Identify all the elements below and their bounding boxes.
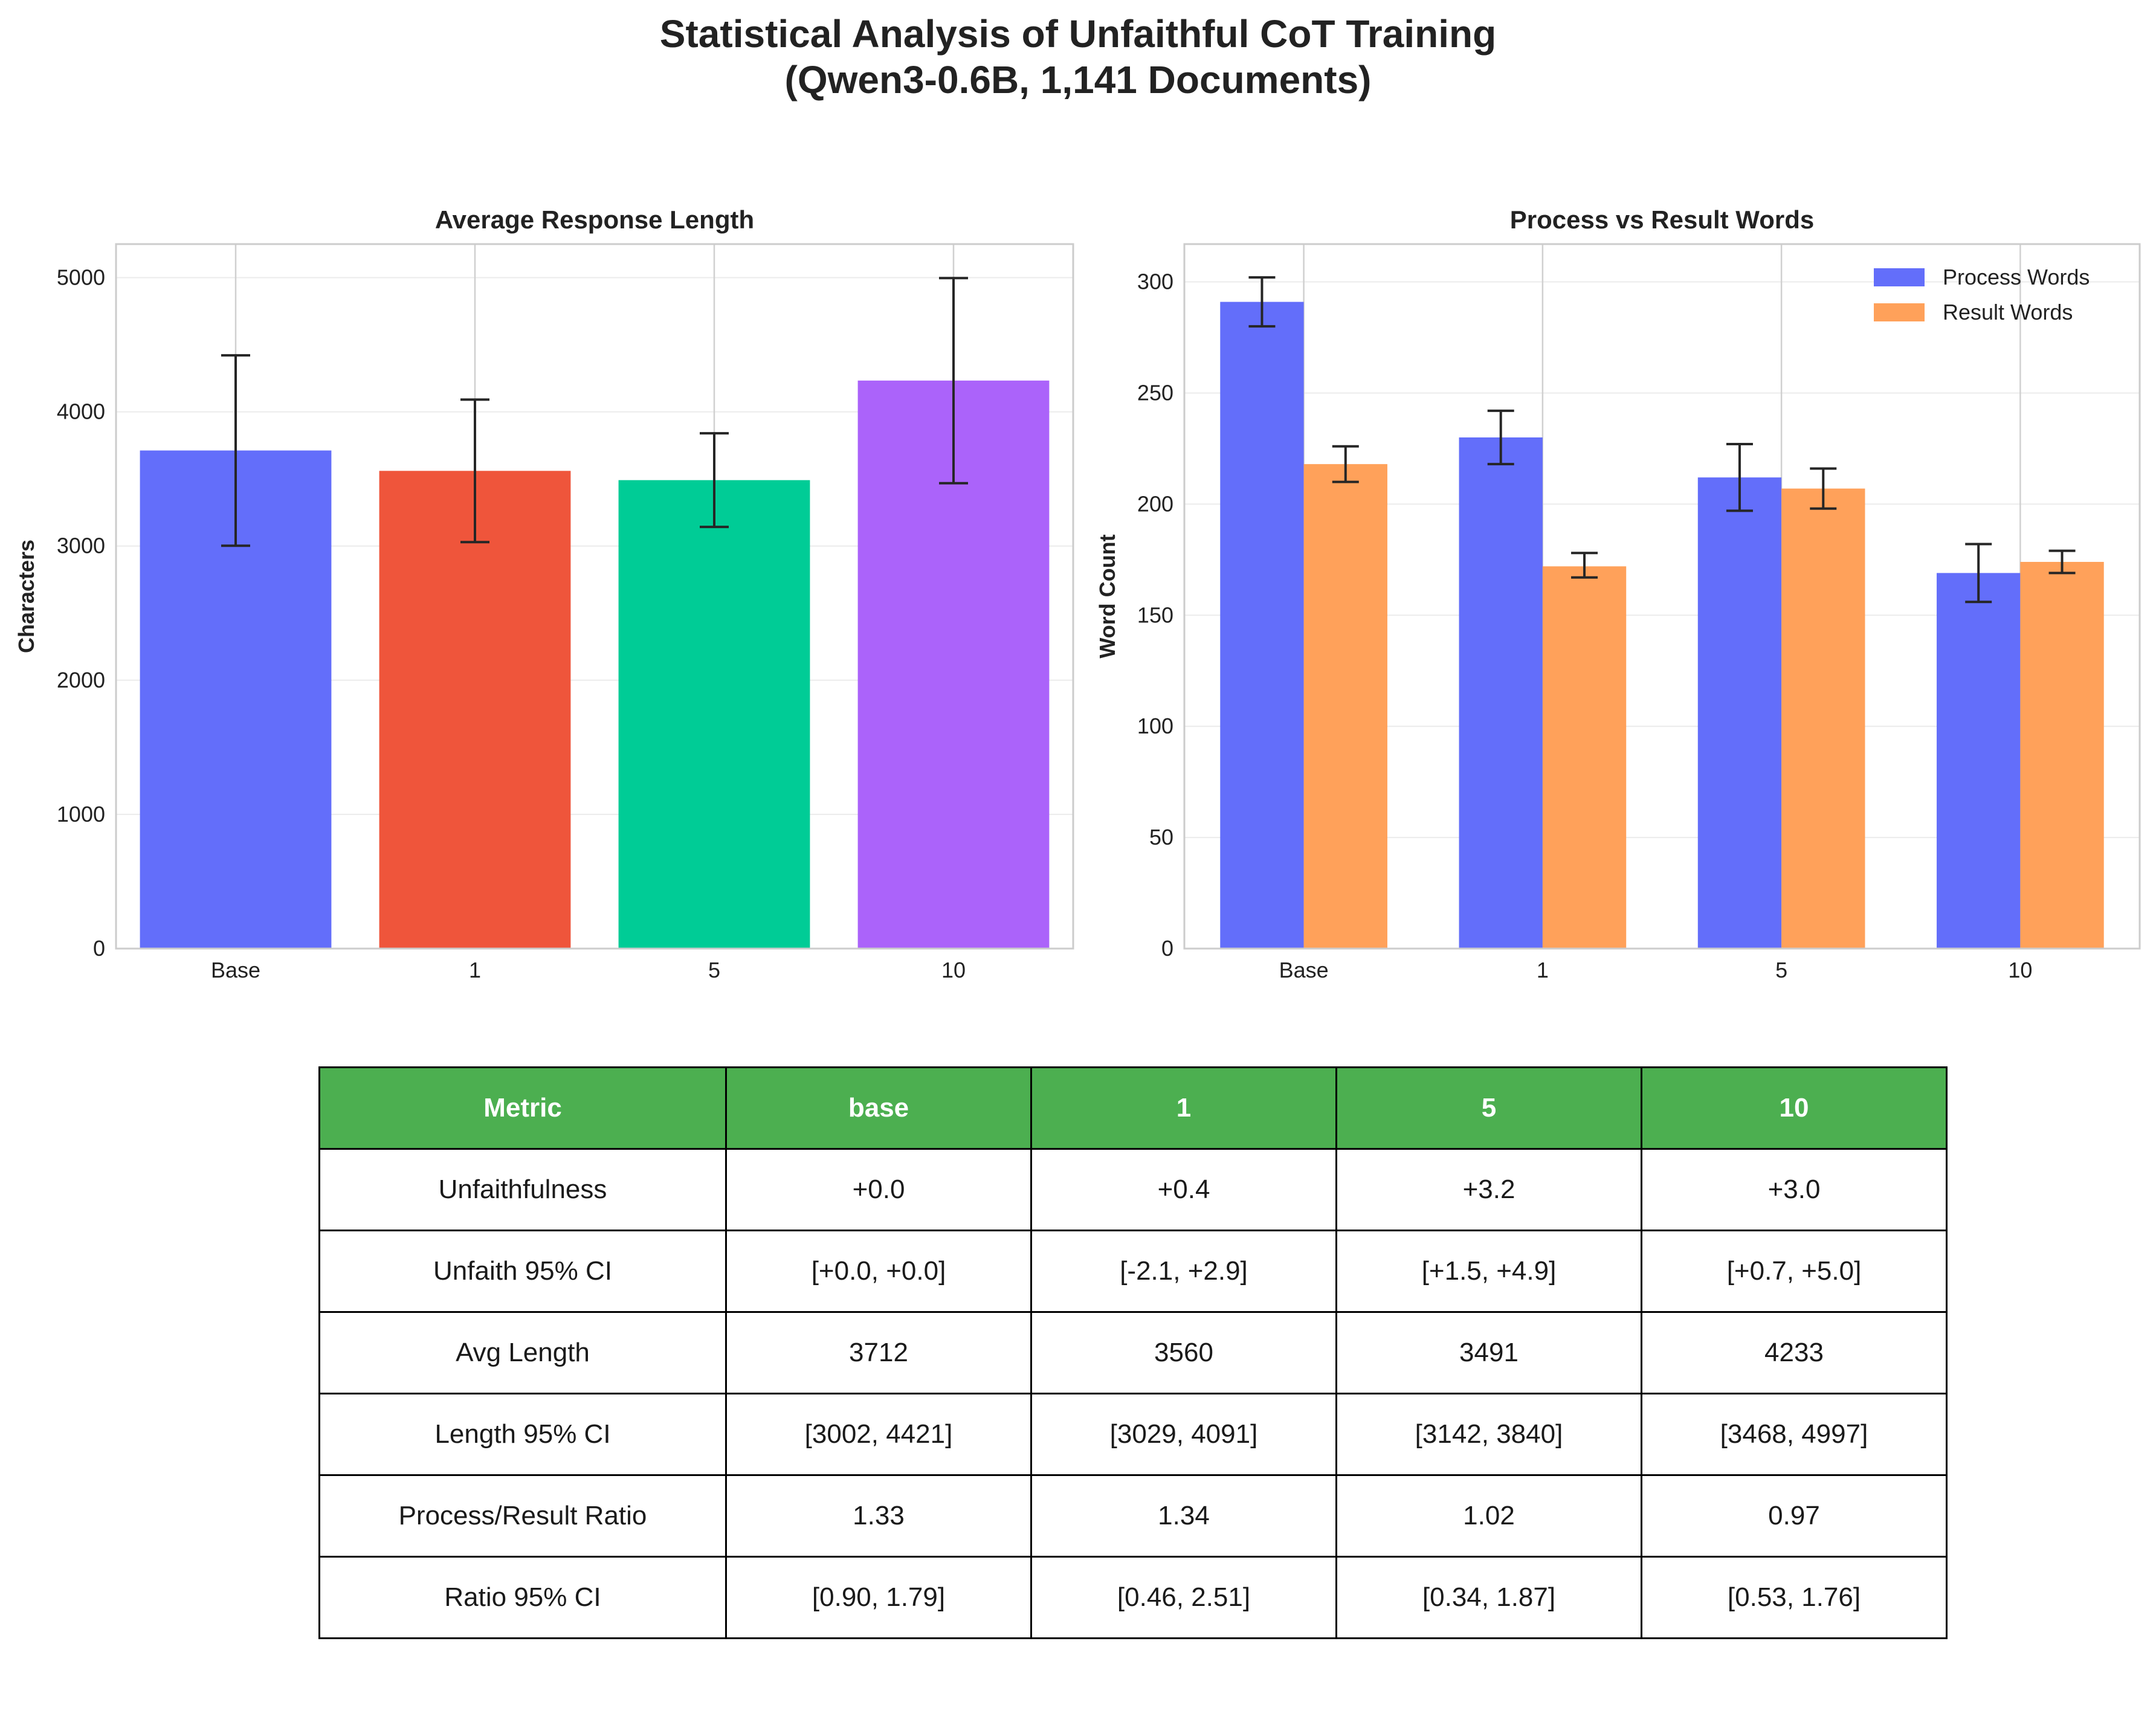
left-x-tick-label: 10 [941,958,966,982]
right-y-tick-label: 0 [1161,936,1173,961]
table-value-cell: [+1.5, +4.9] [1335,1230,1642,1313]
left-x-tick-label: Base [211,958,260,982]
left-y-tick-label: 4000 [57,399,105,424]
table-value-cell: 1.02 [1335,1474,1642,1558]
left-x-tick-label: 1 [469,958,481,982]
left-chart: 0 1000 2000 3000 4000 5000 Base 1 5 10 Average Res… [14,205,1074,982]
table-value-cell: 3560 [1030,1311,1337,1394]
right-y-tick-label: 50 [1149,825,1173,849]
right-y-axis-label: Word Count [1095,534,1120,658]
table-value-cell: [+0.0, +0.0] [725,1230,1032,1313]
table-value-cell: [0.53, 1.76] [1641,1556,1948,1639]
table-value-cell: 3712 [725,1311,1032,1394]
table-value-cell: 0.97 [1641,1474,1948,1558]
figure-title: Statistical Analysis of Unfaithful CoT T… [0,11,2156,103]
right-legend: Process Words Result Words [1874,265,2090,324]
table-row: Length 95% CI [3002, 4421] [3029, 4091] [31… [318,1393,1948,1476]
right-bar [1303,464,1387,949]
table-metric-cell: Ratio 95% CI [318,1556,727,1639]
table-value-cell: [3142, 3840] [1335,1393,1642,1476]
table-header-row: Metric base 1 5 10 [318,1066,1948,1150]
table-header-cell: 10 [1641,1066,1948,1150]
left-plot-frame [115,243,1074,950]
table-value-cell: 1.34 [1030,1474,1337,1558]
table-header-cell: 5 [1335,1066,1642,1150]
right-y-tick-label: 100 [1137,714,1173,738]
right-plot-frame [1183,243,2141,950]
left-x-tick-label: 5 [708,958,720,982]
table-metric-cell: Unfaith 95% CI [318,1230,727,1313]
left-y-tick-label: 3000 [57,533,105,558]
left-y-tick-label: 2000 [57,668,105,692]
right-bar [1459,437,1543,949]
table-value-cell: [3029, 4091] [1030,1393,1337,1476]
table-value-cell: [3468, 4997] [1641,1393,1948,1476]
left-y-axis-label: Characters [14,540,39,653]
statistics-table: Metric base 1 5 10 Unfaithfulness +0.0 +0.… [318,1066,1948,1639]
table-value-cell: [-2.1, +2.9] [1030,1230,1337,1313]
left-bar [379,471,571,949]
figure-title-line-1: Statistical Analysis of Unfaithful CoT T… [659,12,1497,56]
table-value-cell: [0.46, 2.51] [1030,1556,1337,1639]
table-value-cell: 3491 [1335,1311,1642,1394]
table-metric-cell: Unfaithfulness [318,1148,727,1231]
left-title: Average Response Length [435,205,754,234]
table-row: Unfaithfulness +0.0 +0.4 +3.2 +3.0 [318,1148,1948,1231]
right-bar [1220,301,1304,949]
table-row: Unfaith 95% CI [+0.0, +0.0] [-2.1, +2.9] [+… [318,1230,1948,1313]
right-bar [1542,566,1627,949]
table-value-cell: 4233 [1641,1311,1948,1394]
table-header-cell: 1 [1030,1066,1337,1150]
right-legend-label: Process Words [1943,265,2090,289]
figure-title-line-2: (Qwen3-0.6B, 1,141 Documents) [784,58,1372,102]
right-bar [1937,573,2021,949]
right-legend-swatch [1874,303,1925,321]
right-x-tick-label: 5 [1775,958,1787,982]
right-bar [2020,561,2104,949]
table-value-cell: 1.33 [725,1474,1032,1558]
right-bar [1697,477,1782,949]
left-bars [140,277,1050,949]
right-x-tick-label: 1 [1537,958,1549,982]
right-legend-label: Result Words [1943,300,2073,324]
table-metric-cell: Avg Length [318,1311,727,1394]
table-header-cell: base [725,1066,1032,1150]
table-value-cell: [+0.7, +5.0] [1641,1230,1948,1313]
right-y-tick-label: 250 [1137,380,1173,405]
table-value-cell: +0.0 [725,1148,1032,1231]
right-bars [1220,276,2104,949]
right-y-tick-label: 150 [1137,602,1173,627]
table-header-cell: Metric [318,1066,727,1150]
right-chart: 0 50 100 150 200 250 300 Base 1 5 10 Process vs Res… [1095,205,2141,982]
table-value-cell: +3.2 [1335,1148,1642,1231]
table-value-cell: [0.90, 1.79] [725,1556,1032,1639]
table-value-cell: +0.4 [1030,1148,1337,1231]
table-body: Unfaithfulness +0.0 +0.4 +3.2 +3.0 Unfaith 95… [318,1148,1948,1639]
left-y-tick-label: 0 [93,936,105,961]
table-value-cell: +3.0 [1641,1148,1948,1231]
right-bar [1781,488,1865,949]
table-metric-cell: Length 95% CI [318,1393,727,1476]
left-y-tick-label: 1000 [57,802,105,827]
right-title: Process vs Result Words [1510,205,1814,234]
right-y-tick-label: 300 [1137,269,1173,294]
table-value-cell: [3002, 4421] [725,1393,1032,1476]
table-value-cell: [0.34, 1.87] [1335,1556,1642,1639]
right-legend-swatch [1874,268,1925,286]
table-metric-cell: Process/Result Ratio [318,1474,727,1558]
left-bar [618,480,810,949]
right-x-tick-label: 10 [2008,958,2032,982]
table-row: Process/Result Ratio 1.33 1.34 1.02 0.97 [318,1474,1948,1558]
table-row: Avg Length 3712 3560 3491 4233 [318,1311,1948,1394]
table-row: Ratio 95% CI [0.90, 1.79] [0.46, 2.51] [0.3… [318,1556,1948,1639]
left-y-tick-label: 5000 [57,265,105,290]
right-y-tick-label: 200 [1137,491,1173,516]
right-x-tick-label: Base [1279,958,1329,982]
